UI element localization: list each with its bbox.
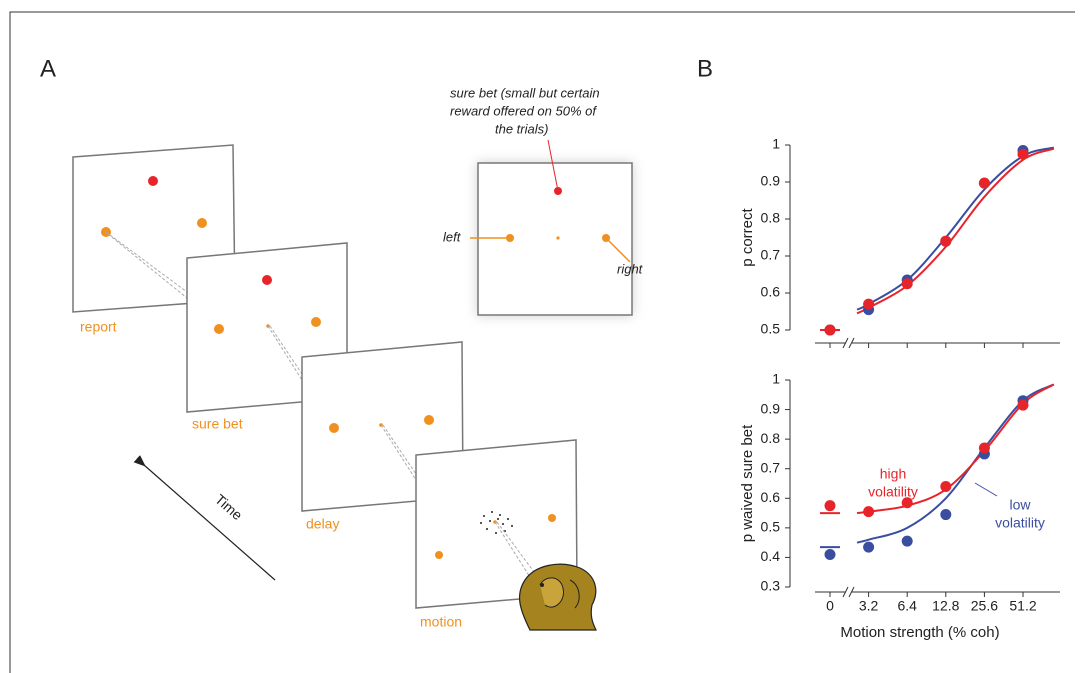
- y-tick-label: 0.9: [761, 400, 781, 416]
- series-label: low: [1009, 497, 1031, 513]
- fit-curve: [856, 146, 1055, 311]
- y-tick-label: 1: [772, 371, 780, 387]
- axis-break: [842, 337, 855, 349]
- axis-break: [842, 586, 855, 598]
- x-tick-label: 12.8: [932, 598, 959, 614]
- target: [329, 423, 339, 433]
- target: [197, 218, 207, 228]
- fit-curve: [856, 147, 1055, 315]
- screen-label: report: [80, 319, 117, 335]
- x-tick-label: 51.2: [1009, 598, 1036, 614]
- x-tick-label: 25.6: [971, 598, 998, 614]
- target: [262, 275, 272, 285]
- data-point: [978, 177, 990, 189]
- y-axis-label: p correct: [739, 207, 756, 266]
- data-point: [901, 278, 913, 290]
- y-tick-label: 0.5: [761, 321, 781, 337]
- series-label: volatility: [995, 515, 1045, 531]
- panel-label: B: [697, 55, 713, 82]
- target: [214, 324, 224, 334]
- screen-label: delay: [306, 516, 339, 532]
- y-tick-label: 0.6: [761, 489, 781, 505]
- data-point: [863, 506, 875, 518]
- data-point: [1017, 399, 1029, 411]
- data-point: [863, 541, 875, 553]
- annotation: the trials): [495, 121, 548, 136]
- annotation: left: [443, 229, 462, 244]
- target: [424, 415, 434, 425]
- data-point: [824, 324, 836, 336]
- time-label: Time: [212, 491, 246, 523]
- y-tick-label: 0.3: [761, 578, 781, 594]
- data-point: [1017, 148, 1029, 160]
- target: [148, 176, 158, 186]
- label-pointer: [974, 482, 998, 497]
- y-tick-label: 0.8: [761, 430, 781, 446]
- screen-label: motion: [420, 614, 462, 630]
- data-point: [978, 442, 990, 454]
- annotation: sure bet (small but certain: [450, 85, 600, 100]
- data-point: [940, 235, 952, 247]
- data-point: [901, 535, 913, 547]
- y-tick-label: 0.6: [761, 284, 781, 300]
- gaze: [105, 231, 188, 299]
- data-point: [940, 480, 952, 492]
- gaze: [267, 325, 303, 381]
- x-tick-label: 0: [826, 598, 834, 614]
- series-label: high: [880, 466, 906, 482]
- y-tick-label: 0.5: [761, 519, 781, 535]
- frame: [9, 11, 1075, 673]
- data-point: [863, 298, 875, 310]
- y-tick-label: 0.7: [761, 459, 781, 475]
- data-point: [940, 509, 952, 521]
- target: [435, 551, 443, 559]
- pointer: [605, 237, 631, 263]
- x-tick-label: 6.4: [897, 598, 917, 614]
- data-point: [901, 497, 913, 509]
- y-tick-label: 0.8: [761, 210, 781, 226]
- y-tick-label: 1: [772, 136, 780, 152]
- series-label: volatility: [868, 484, 918, 500]
- target: [311, 317, 321, 327]
- y-tick-label: 0.4: [761, 548, 781, 564]
- monkey: [518, 563, 597, 631]
- x-tick-label: 3.2: [859, 598, 879, 614]
- data-point: [824, 548, 836, 560]
- y-tick-label: 0.9: [761, 173, 781, 189]
- y-axis-label: p waived sure bet: [739, 424, 756, 542]
- target: [548, 514, 556, 522]
- data-point: [824, 500, 836, 512]
- annotation: reward offered on 50% of: [450, 103, 597, 118]
- y-tick-label: 0.7: [761, 247, 781, 263]
- gaze: [380, 424, 417, 481]
- fixation: [556, 236, 560, 240]
- pointer: [547, 139, 559, 192]
- annotation: right: [617, 261, 644, 276]
- screen-label: sure bet: [192, 416, 243, 432]
- x-axis-label: Motion strength (% coh): [840, 624, 999, 641]
- gaze: [494, 521, 541, 586]
- time-arrow: [133, 455, 276, 581]
- panel-label: A: [40, 55, 56, 82]
